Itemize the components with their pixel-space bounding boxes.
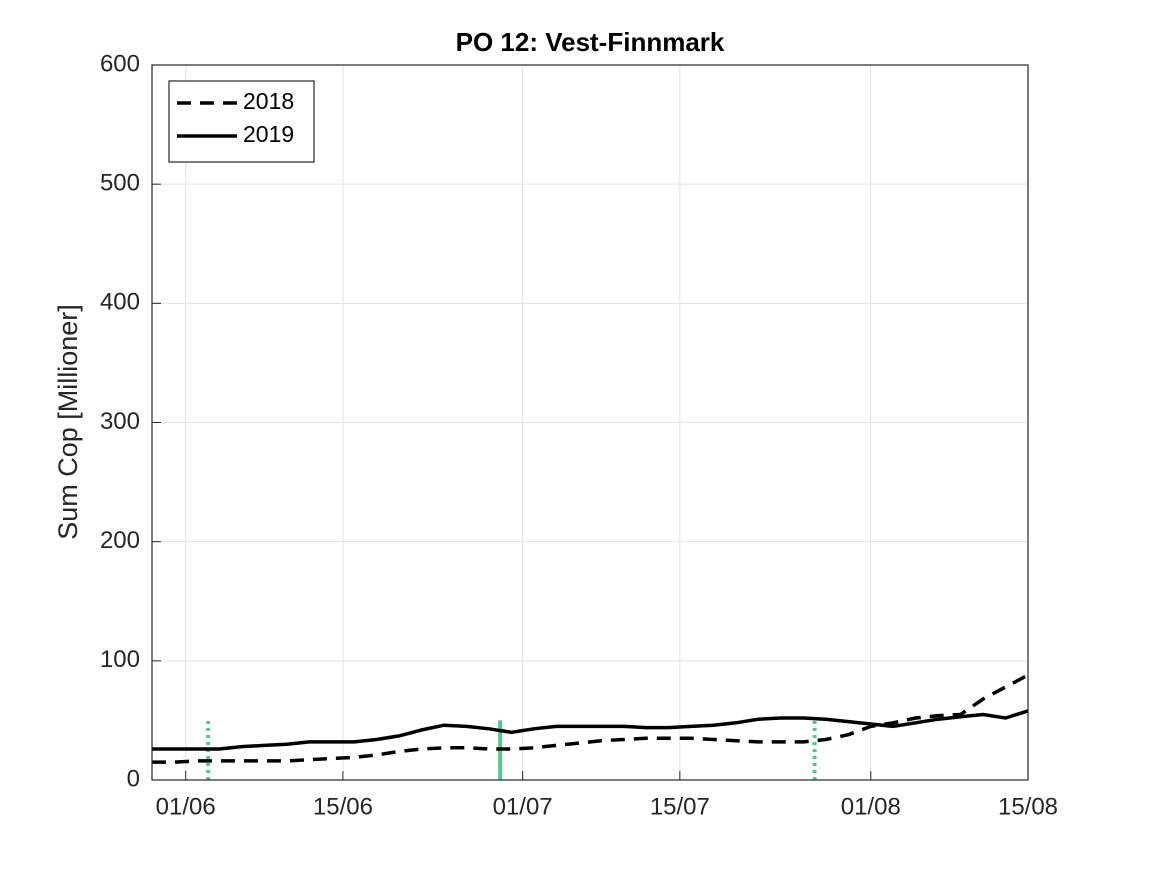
legend-label: 2019: [243, 121, 294, 147]
x-tick-label: 15/07: [650, 793, 710, 820]
y-tick-label: 400: [100, 289, 140, 316]
y-tick-label: 100: [100, 646, 140, 673]
chart-title: PO 12: Vest-Finnmark: [456, 27, 725, 57]
series-line: [152, 709, 1029, 751]
axes-box: [151, 64, 1029, 781]
y-tick-label: 300: [100, 408, 140, 435]
y-tick-label: 0: [127, 765, 140, 792]
x-tick-label: 15/08: [998, 793, 1058, 820]
y-tick-label: 200: [100, 527, 140, 554]
legend-box: [168, 80, 315, 163]
y-tick-label: 600: [100, 50, 140, 77]
legend-label: 2018: [243, 88, 294, 114]
x-tick-label: 01/07: [493, 793, 553, 820]
x-tick-label: 15/06: [313, 793, 373, 820]
x-tick-label: 01/06: [156, 793, 216, 820]
y-tick-label: 500: [100, 170, 140, 197]
y-axis-label: Sum Cop [Millioner]: [53, 304, 83, 540]
series-line: [152, 673, 1029, 764]
x-tick-label: 01/08: [841, 793, 901, 820]
